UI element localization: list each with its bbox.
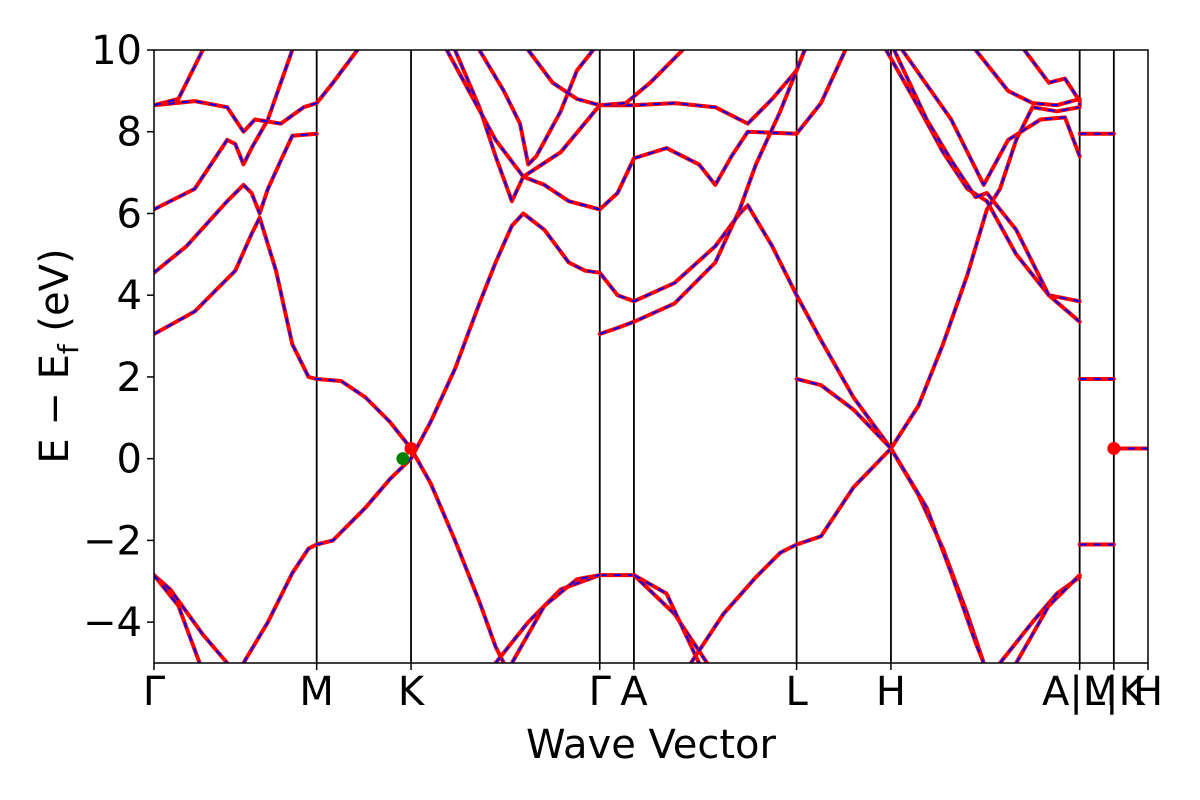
y-tick-label: −4 xyxy=(83,600,142,646)
x-tick-label: Γ xyxy=(589,669,612,715)
y-tick-label: 6 xyxy=(117,191,142,237)
band-line-overlay xyxy=(154,216,505,663)
x-tick-label: Γ xyxy=(143,669,166,715)
high-symmetry-lines xyxy=(315,50,1115,663)
y-tick-label: 10 xyxy=(91,28,142,74)
band-line-overlay xyxy=(154,132,317,274)
y-axis-label-unit: (eV) xyxy=(32,248,78,344)
band-line-overlay xyxy=(893,50,1081,323)
y-axis-label-subscript: f xyxy=(52,343,85,354)
x-tick-label: K xyxy=(398,669,426,715)
fermi-point-marker xyxy=(396,452,410,466)
band-line-overlay xyxy=(511,574,600,663)
band-line-overlay xyxy=(599,50,806,335)
band-line-overlay xyxy=(796,378,985,663)
band-line-overlay xyxy=(242,204,985,663)
x-axis-ticks: Γ M K Γ A L H A|ML|KH xyxy=(143,663,1163,715)
x-tick-label: A xyxy=(620,669,648,715)
x-tick-label: H xyxy=(1133,669,1163,715)
band-line xyxy=(154,573,202,663)
y-tick-label: 2 xyxy=(117,355,142,401)
band-line xyxy=(453,50,848,212)
band-line-overlay xyxy=(901,50,1081,186)
y-tick-label: 0 xyxy=(117,437,142,483)
band-line xyxy=(526,50,685,108)
y-axis-label: E − Ef (eV) xyxy=(32,248,85,463)
x-tick-label: L|K xyxy=(1083,669,1147,715)
band-line xyxy=(1014,573,1082,663)
band-line-overlay xyxy=(154,50,359,133)
y-tick-label: −2 xyxy=(83,518,142,564)
band-line-overlay xyxy=(478,50,594,166)
x-tick-label: M xyxy=(299,669,334,715)
y-axis-label-base: E − E xyxy=(32,354,78,464)
weyl-point-marker xyxy=(404,441,418,455)
x-tick-label: H xyxy=(876,669,906,715)
band-line-overlay xyxy=(633,574,700,663)
x-tick-label: L xyxy=(785,669,808,715)
band-series xyxy=(154,50,1148,663)
band-line-overlay xyxy=(690,106,1080,663)
x-axis-label: Wave Vector xyxy=(526,722,777,768)
band-line-overlay xyxy=(974,50,1080,107)
band-line-overlay xyxy=(154,50,204,107)
special-points xyxy=(396,441,1121,466)
band-line xyxy=(154,50,295,212)
y-tick-label: 4 xyxy=(117,273,142,319)
band-line-overlay xyxy=(1023,50,1081,102)
plot-frame xyxy=(153,49,1149,664)
x-tick-label: A|M xyxy=(1042,669,1117,715)
y-tick-label: 8 xyxy=(117,110,142,156)
weyl-point-marker xyxy=(1107,441,1121,455)
band-line-overlay xyxy=(445,50,806,178)
y-axis-ticks: −4 −2 0 2 4 6 8 10 xyxy=(83,28,154,646)
